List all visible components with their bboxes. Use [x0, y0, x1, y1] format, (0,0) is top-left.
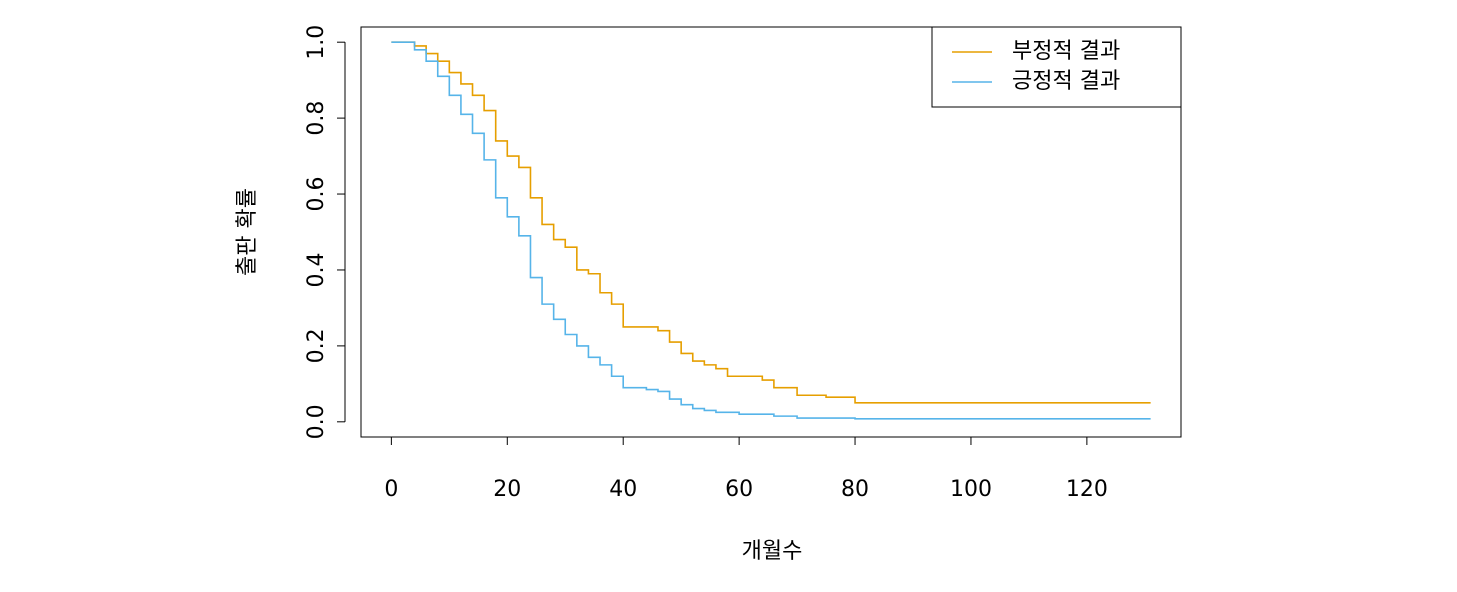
x-axis-label: 개월수 — [742, 539, 803, 564]
survival-curve — [391, 41, 1151, 404]
y-tick-label: 0.0 — [304, 404, 329, 439]
survival-curve — [391, 41, 1151, 420]
x-tick-label: 0 — [384, 477, 398, 502]
legend-label: 부정적 결과 — [1012, 39, 1120, 64]
y-tick-label: 0.6 — [304, 177, 329, 212]
x-tick-label: 120 — [1066, 477, 1108, 502]
y-tick-label: 0.8 — [304, 101, 329, 136]
x-tick-label: 60 — [725, 477, 753, 502]
x-tick-label: 40 — [609, 477, 637, 502]
y-tick-label: 0.4 — [304, 252, 329, 287]
x-tick-label: 20 — [493, 477, 521, 502]
x-tick-label: 100 — [950, 477, 992, 502]
legend-box — [931, 26, 1182, 108]
x-tick-label: 80 — [841, 477, 869, 502]
legend-label: 긍정적 결과 — [1012, 69, 1120, 94]
y-tick-label: 1.0 — [304, 25, 329, 60]
y-axis-label: 출판 확률 — [235, 188, 260, 276]
y-tick-label: 0.2 — [304, 328, 329, 363]
